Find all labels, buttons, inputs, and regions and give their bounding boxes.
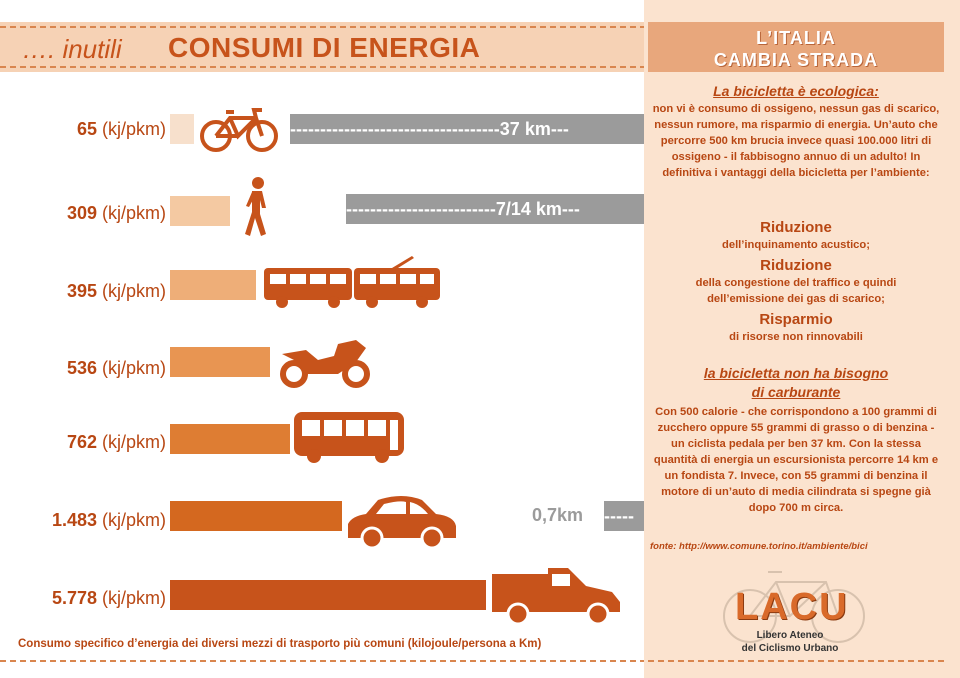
- right-bottom-dash-line: [648, 660, 944, 662]
- benefit-heading-2: Riduzione: [760, 257, 832, 274]
- energy-bar-tram: [170, 270, 256, 300]
- page-title: CONSUMI DI ENERGIA: [168, 32, 481, 63]
- bus-icon: [294, 412, 404, 463]
- benefit-text-3: di risorse non rinnovabili: [729, 331, 863, 343]
- energy-bar-bus: [170, 424, 290, 454]
- row-value: 395: [66, 281, 97, 301]
- header-dash-bottom: [0, 66, 648, 68]
- benefit-text-1: dell’inquinamento acustico;: [722, 239, 870, 251]
- pedestrian-icon: [245, 177, 266, 236]
- distance-label-car: 0,7km: [532, 505, 584, 525]
- distance-bar-car: -----: [604, 501, 644, 531]
- faded-bicycle-icon: [723, 571, 865, 643]
- heading-fuel-line-2: di carburante: [751, 384, 841, 400]
- row-unit: (kj/pkm): [97, 510, 166, 530]
- distance-bar-bicycle: -----------------------------------37 km…: [290, 114, 644, 144]
- right-title-line-2: CAMBIA STRADA: [713, 50, 879, 70]
- row-value-label: 5.778 (kj/pkm): [0, 588, 166, 609]
- row-value-label: 309 (kj/pkm): [0, 203, 166, 224]
- energy-bar-truck: [170, 580, 486, 610]
- title-prefix: …. inutili: [22, 34, 122, 64]
- heading-ecological: La bicicletta è ecologica:: [713, 83, 879, 99]
- row-value-label: 395 (kj/pkm): [0, 281, 166, 302]
- row-value: 1.483: [51, 510, 97, 530]
- row-value-label: 65 (kj/pkm): [0, 119, 166, 140]
- truck-icon: [492, 568, 620, 626]
- paragraph-fuel: Con 500 calorie - che corrispondono a 10…: [653, 406, 939, 514]
- energy-bar-car: [170, 501, 342, 531]
- row-value: 536: [66, 358, 97, 378]
- heading-fuel-line-1: la bicicletta non ha bisogno: [703, 365, 889, 381]
- row-value-label: 536 (kj/pkm): [0, 358, 166, 379]
- energy-bar-motorcycle: [170, 347, 270, 377]
- row-unit: (kj/pkm): [97, 281, 166, 301]
- row-value-label: 762 (kj/pkm): [0, 432, 166, 453]
- row-value: 309: [66, 203, 97, 223]
- row-unit: (kj/pkm): [97, 358, 166, 378]
- right-panel: [644, 0, 960, 678]
- logo-subtitle-2: del Ciclismo Urbano: [741, 643, 839, 654]
- row-unit: (kj/pkm): [97, 588, 166, 608]
- lacu-logo: LACU: [735, 586, 849, 628]
- header-dash-top: [0, 26, 648, 28]
- energy-bar-pedestrian: [170, 196, 230, 226]
- motorcycle-icon: [280, 340, 370, 388]
- right-title-band: [648, 22, 944, 72]
- energy-bar-bicycle: [170, 114, 194, 144]
- chart-caption: Consumo specifico d’energia dei diversi …: [18, 638, 542, 650]
- car-icon: [348, 496, 456, 550]
- bicycle-icon: [200, 108, 278, 152]
- row-unit: (kj/pkm): [97, 203, 166, 223]
- row-unit: (kj/pkm): [97, 432, 166, 452]
- row-value-label: 1.483 (kj/pkm): [0, 510, 166, 531]
- benefit-text-2: della congestione del traffico e quindi …: [695, 277, 897, 305]
- benefit-heading-1: Riduzione: [760, 219, 832, 236]
- header-band: [0, 22, 648, 72]
- logo-subtitle-1: Libero Ateneo: [756, 630, 824, 641]
- row-unit: (kj/pkm): [97, 119, 166, 139]
- benefit-heading-3: Risparmio: [759, 311, 833, 328]
- distance-bar-pedestrian: -------------------------7/14 km---: [346, 194, 644, 224]
- row-value: 762: [66, 432, 97, 452]
- source-credit: fonte: http://www.comune.torino.it/ambie…: [650, 541, 868, 552]
- right-title-line-1: L’ITALIA: [756, 28, 836, 48]
- tram-icon: [264, 256, 440, 308]
- bottom-dash-line: [0, 660, 648, 662]
- paragraph-ecological: non vi è consumo di ossigeno, nessun gas…: [652, 103, 940, 179]
- row-value: 5.778: [51, 588, 97, 608]
- row-value: 65: [76, 119, 97, 139]
